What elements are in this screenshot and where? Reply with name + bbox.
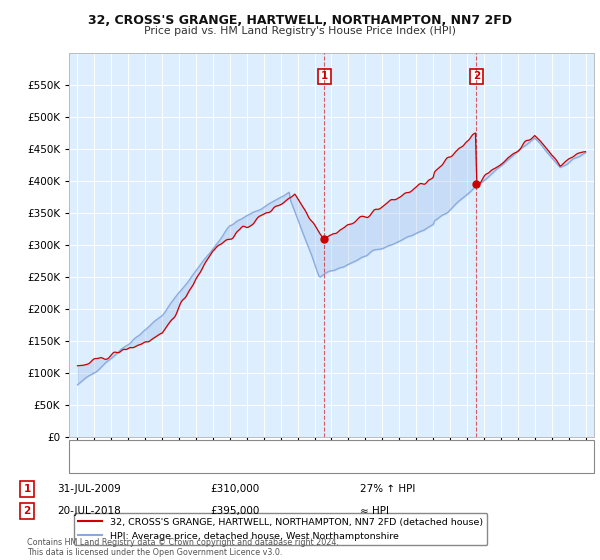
Legend: 32, CROSS'S GRANGE, HARTWELL, NORTHAMPTON, NN7 2FD (detached house), HPI: Averag: 32, CROSS'S GRANGE, HARTWELL, NORTHAMPTO… xyxy=(74,513,487,545)
Text: 2: 2 xyxy=(23,506,31,516)
Text: ≈ HPI: ≈ HPI xyxy=(360,506,389,516)
Text: £395,000: £395,000 xyxy=(210,506,259,516)
Text: 20-JUL-2018: 20-JUL-2018 xyxy=(57,506,121,516)
FancyBboxPatch shape xyxy=(69,440,594,473)
Text: £310,000: £310,000 xyxy=(210,484,259,494)
Text: 27% ↑ HPI: 27% ↑ HPI xyxy=(360,484,415,494)
Text: 2: 2 xyxy=(473,71,480,81)
Text: Price paid vs. HM Land Registry's House Price Index (HPI): Price paid vs. HM Land Registry's House … xyxy=(144,26,456,36)
Text: 32, CROSS'S GRANGE, HARTWELL, NORTHAMPTON, NN7 2FD: 32, CROSS'S GRANGE, HARTWELL, NORTHAMPTO… xyxy=(88,14,512,27)
Text: 1: 1 xyxy=(321,71,328,81)
Text: Contains HM Land Registry data © Crown copyright and database right 2024.
This d: Contains HM Land Registry data © Crown c… xyxy=(27,538,339,557)
Text: 31-JUL-2009: 31-JUL-2009 xyxy=(57,484,121,494)
Text: 1: 1 xyxy=(23,484,31,494)
